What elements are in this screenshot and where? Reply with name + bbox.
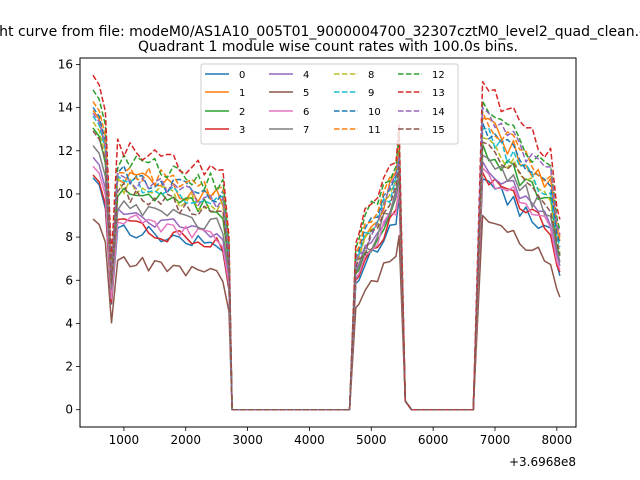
legend-label: 10 <box>368 107 381 118</box>
x-tick-label: 3000 <box>232 433 263 447</box>
x-offset-label: +3.6968e8 <box>509 455 576 469</box>
y-tick-label: 12 <box>58 144 73 158</box>
y-tick-label: 0 <box>65 403 73 417</box>
y-tick-label: 10 <box>58 187 73 201</box>
legend-label: 0 <box>239 70 245 81</box>
legend-label: 6 <box>303 107 309 118</box>
legend-label: 2 <box>239 107 245 118</box>
legend-label: 14 <box>432 107 445 118</box>
y-tick-label: 14 <box>58 101 73 115</box>
legend-label: 3 <box>239 125 245 136</box>
y-axis: 0 2 4 6 8 10 12 14 16 <box>58 57 80 417</box>
x-tick-label: 4000 <box>294 433 325 447</box>
series-line-13 <box>92 74 561 411</box>
x-tick-label: 7000 <box>480 433 511 447</box>
x-tick-label: 1000 <box>109 433 140 447</box>
x-tick-label: 5000 <box>356 433 387 447</box>
legend-label: 4 <box>303 70 309 81</box>
x-tick-label: 6000 <box>418 433 449 447</box>
plot-area <box>79 57 577 428</box>
x-tick-label: 2000 <box>170 433 201 447</box>
legend-box <box>200 63 459 145</box>
legend-label: 1 <box>239 88 245 99</box>
legend-label: 7 <box>303 125 309 136</box>
legend-label: 9 <box>368 88 374 99</box>
series-line-14 <box>92 106 561 411</box>
figure-suptitle: Light curve from file: modeM0/AS1A10_005… <box>0 24 640 40</box>
y-tick-label: 16 <box>58 57 73 71</box>
x-axis: 1000 2000 3000 4000 5000 6000 7000 8000 <box>109 427 572 447</box>
y-tick-label: 4 <box>65 316 73 330</box>
legend-label: 12 <box>432 70 445 81</box>
legend-label: 5 <box>303 88 309 99</box>
legend-label: 15 <box>432 125 445 136</box>
y-tick-label: 8 <box>65 230 73 244</box>
legend-label: 13 <box>432 88 445 99</box>
series-layer <box>92 74 561 411</box>
series-line-5 <box>92 214 561 411</box>
y-tick-label: 6 <box>65 273 73 287</box>
axes-frame <box>79 57 577 428</box>
chart-title: Quadrant 1 module wise count rates with … <box>138 39 518 55</box>
legend-label: 11 <box>368 125 381 136</box>
legend-label: 8 <box>368 70 374 81</box>
series-line-15 <box>92 130 561 411</box>
y-tick-label: 2 <box>65 360 73 374</box>
x-tick-label: 8000 <box>542 433 573 447</box>
